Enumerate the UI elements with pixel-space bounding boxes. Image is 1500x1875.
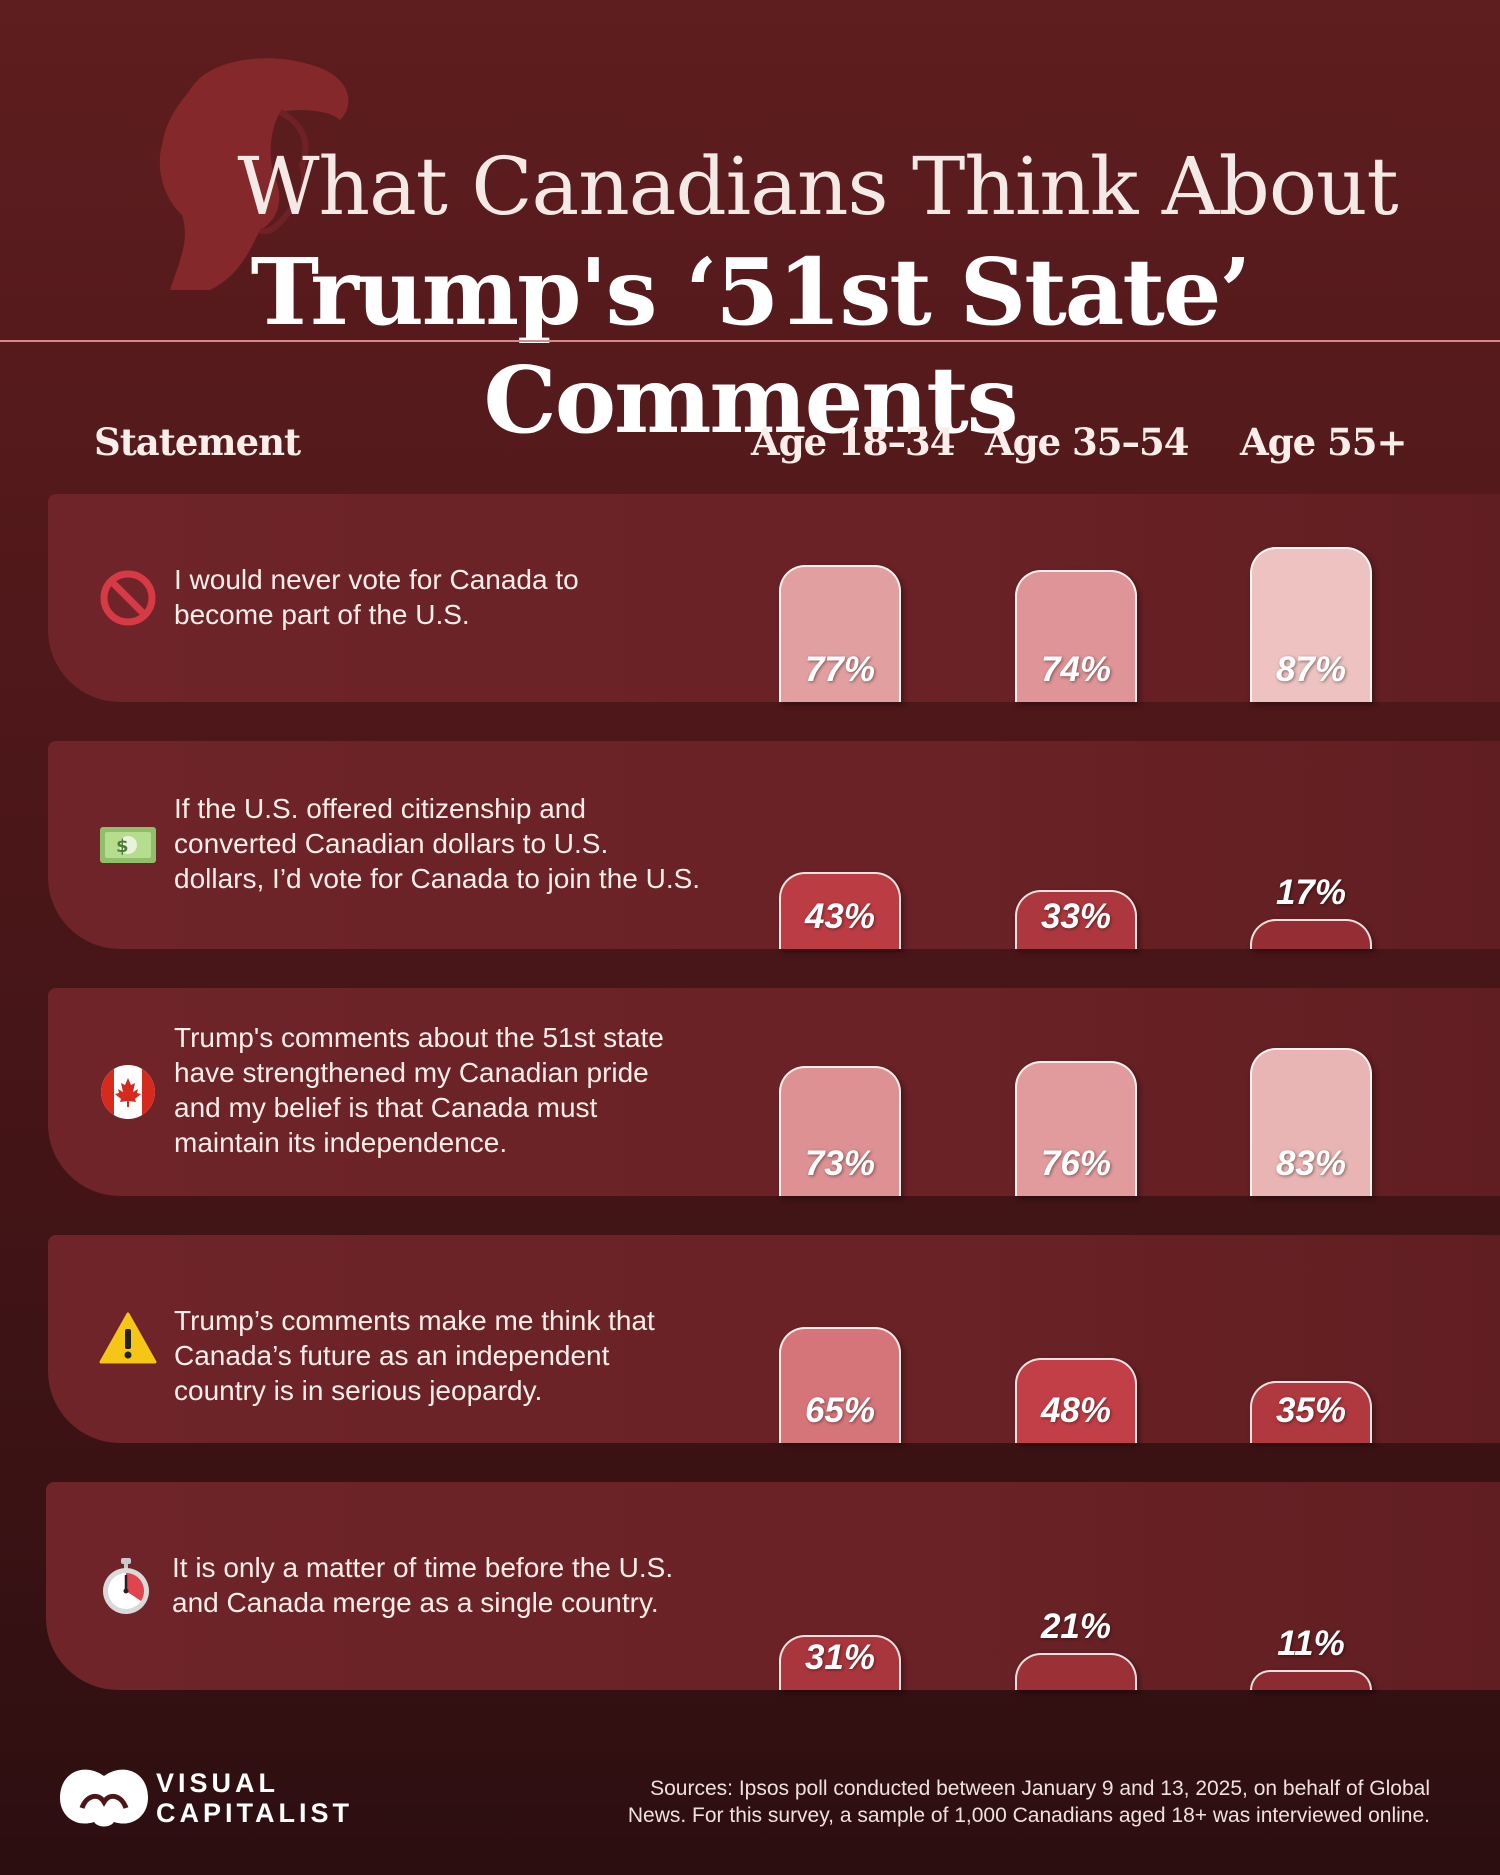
- bar: [1250, 1381, 1372, 1443]
- statement-line: become part of the U.S.: [174, 599, 470, 630]
- statement-row: Trump’s comments make me think that Cana…: [48, 1235, 1500, 1443]
- bar-value-label: 11%: [1277, 1624, 1345, 1663]
- bar: [1015, 1653, 1137, 1690]
- source-line: News. For this survey, a sample of 1,000…: [627, 1804, 1430, 1827]
- age-18-34-header: Age 18–34: [751, 420, 955, 464]
- bar-value-label: 48%: [1040, 1391, 1112, 1430]
- bar: [779, 1635, 901, 1690]
- bar-value-label: 74%: [1040, 650, 1112, 689]
- bar: [1250, 547, 1372, 702]
- bar: [1250, 1048, 1372, 1196]
- statement-line: If the U.S. offered citizenship and: [174, 793, 586, 824]
- bar: [1015, 1061, 1137, 1196]
- age-35-54-header: Age 35–54: [985, 420, 1189, 464]
- page-title-line2: Trump's ‘51st State’ Comments: [250, 238, 1252, 454]
- logo-line: CAPITALIST: [156, 1798, 353, 1828]
- visual-capitalist-logo-icon: [60, 1769, 148, 1827]
- statement-row: It is only a matter of time before the U…: [46, 1482, 1500, 1690]
- statement-line: It is only a matter of time before the U…: [172, 1552, 674, 1583]
- visual-capitalist-wordmark: VISUAL CAPITALIST: [156, 1768, 353, 1828]
- statement-line: converted Canadian dollars to U.S.: [174, 828, 609, 859]
- bar-value-label: 87%: [1275, 650, 1347, 689]
- statement-line: Trump’s comments make me think that: [174, 1305, 655, 1336]
- bar-value-label: 76%: [1040, 1144, 1112, 1183]
- logo-line: VISUAL: [156, 1768, 280, 1798]
- statement-line: have strengthened my Canadian pride: [174, 1057, 649, 1088]
- bar-value-label: 77%: [804, 650, 876, 689]
- bar: [1015, 890, 1137, 949]
- statement-line: I would never vote for Canada to: [174, 564, 579, 595]
- bar-value-label: 83%: [1275, 1144, 1347, 1183]
- trump-silhouette-icon: [159, 58, 349, 290]
- bar: [1015, 570, 1137, 702]
- bar-value-label: 17%: [1275, 873, 1347, 912]
- bar: [779, 1066, 901, 1196]
- title-divider: [0, 340, 1500, 342]
- statement-line: maintain its independence.: [174, 1127, 508, 1158]
- bar: [1250, 1670, 1372, 1690]
- dollar-banknote-icon: $: [100, 827, 156, 863]
- canada-flag-icon: [101, 1065, 155, 1119]
- stopwatch-icon: [103, 1558, 149, 1614]
- age-55-plus-header: Age 55+: [1240, 420, 1407, 464]
- statement-line: Canada’s future as an independent: [174, 1340, 610, 1371]
- source-line: Sources: Ipsos poll conducted between Ja…: [650, 1777, 1430, 1800]
- bar-value-label: 21%: [1040, 1607, 1112, 1646]
- bar: [779, 1327, 901, 1443]
- warning-icon: [99, 1312, 157, 1364]
- bar-value-label: 33%: [1040, 897, 1112, 936]
- statement-line: dollars, I’d vote for Canada to join the…: [174, 863, 701, 894]
- prohibited-icon: [100, 570, 156, 626]
- bar: [779, 872, 901, 949]
- bar: [1250, 919, 1372, 949]
- bar: [779, 565, 901, 702]
- statement-row: Trump's comments about the 51st state ha…: [48, 988, 1500, 1196]
- bar-value-label: 31%: [804, 1638, 876, 1677]
- bar-value-label: 35%: [1275, 1391, 1347, 1430]
- page-title-line1: What Canadians Think About: [237, 140, 1398, 233]
- source-note: Sources: Ipsos poll conducted between Ja…: [530, 1775, 1430, 1829]
- statement-row: $ If the U.S. offered citizenship and co…: [48, 741, 1500, 949]
- bar: [1015, 1358, 1137, 1443]
- statement-line: and Canada merge as a single country.: [172, 1587, 659, 1618]
- bar-value-label: 73%: [804, 1144, 876, 1183]
- statement-line: Trump's comments about the 51st state: [174, 1022, 664, 1053]
- statement-row: I would never vote for Canada to become …: [48, 494, 1500, 702]
- statement-line: country is in serious jeopardy.: [174, 1375, 543, 1406]
- statement-line: and my belief is that Canada must: [174, 1092, 598, 1123]
- bar-value-label: 43%: [804, 897, 876, 936]
- statement-column-header: Statement: [94, 420, 301, 464]
- svg-text:$: $: [116, 836, 129, 857]
- bar-value-label: 65%: [804, 1391, 876, 1430]
